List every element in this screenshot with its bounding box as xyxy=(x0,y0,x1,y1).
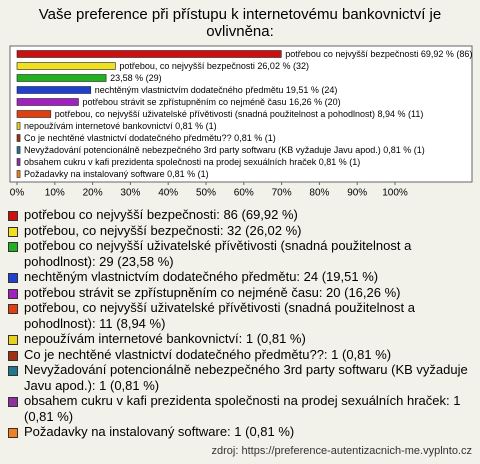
legend-item: potřebou, co nejvyšší uživatelské přívět… xyxy=(8,300,470,331)
x-tick-label: 100% xyxy=(382,188,408,199)
x-tick-label: 10% xyxy=(45,188,65,199)
value-label: nepoužívám internetové bankovnictví 0,81… xyxy=(24,121,217,131)
bar xyxy=(16,110,52,118)
legend-swatch xyxy=(8,428,18,438)
x-tick-label: 20% xyxy=(83,188,103,199)
legend-item: obsahem cukru v kafi prezidenta společno… xyxy=(8,393,470,424)
x-tick-label: 90% xyxy=(347,188,367,199)
bar xyxy=(16,134,21,142)
legend-item: Nevyžadování potencionálně nebezpečného … xyxy=(8,362,470,393)
legend-item: potřebou co nejvyšší bezpečnosti: 86 (69… xyxy=(8,207,470,223)
legend-swatch xyxy=(8,242,18,252)
bar xyxy=(16,74,107,82)
value-label: potřebou strávit se zpřístupněním co nej… xyxy=(82,97,340,107)
bar xyxy=(16,146,21,154)
bar xyxy=(16,170,21,178)
value-label: potřebou, co nejvyšší uživatelské přívět… xyxy=(55,109,424,119)
x-tick-label: 40% xyxy=(158,188,178,199)
legend-swatch xyxy=(8,366,18,376)
legend-label: Požadavky na instalovaný software: 1 (0,… xyxy=(24,424,295,439)
legend-label: potřebou co nejvyšší uživatelské přívěti… xyxy=(24,238,412,269)
legend-item: potřebou strávit se zpřístupněním co nej… xyxy=(8,285,470,301)
legend-swatch xyxy=(8,211,18,221)
legend: potřebou co nejvyšší bezpečnosti: 86 (69… xyxy=(8,207,470,440)
x-tick-label: 60% xyxy=(234,188,254,199)
value-label: Nevyžadování potencionálně nebezpečného … xyxy=(24,145,425,155)
value-label: Co je nechtěné vlastnictví dodatečného p… xyxy=(24,133,276,143)
legend-item: nepoužívám internetové bankovnictví: 1 (… xyxy=(8,331,470,347)
chart-title: Vaše preference při přístupu k interneto… xyxy=(38,6,442,40)
legend-swatch xyxy=(8,350,18,361)
legend-item: potřebou co nejvyšší uživatelské přívěti… xyxy=(8,238,470,269)
chart: 0% 10% 20% 30% 40% 50% 60% 70% 80% 90% 100% potřebo… xyxy=(9,45,473,199)
bar xyxy=(16,50,282,58)
legend-swatch xyxy=(8,397,18,407)
value-label: obsahem cukru v kafi prezidenta společno… xyxy=(24,157,360,167)
legend-item: nechtěným vlastnictvím dodatečného předm… xyxy=(8,269,470,285)
source: zdroj: https://preference-autentizacnich… xyxy=(211,445,472,457)
value-label: nechtěným vlastnictvím dodatečného předm… xyxy=(95,85,338,95)
value-label: Požadavky na instalovaný software 0,81 %… xyxy=(24,169,209,179)
legend-label: Nevyžadování potencionálně nebezpečného … xyxy=(24,362,468,393)
legend-label: potřebou, co nejvyšší uživatelské přívět… xyxy=(24,300,415,331)
legend-item: Co je nechtěné vlastnictví dodatečného p… xyxy=(8,347,470,363)
legend-label: nechtěným vlastnictvím dodatečného předm… xyxy=(24,269,379,284)
bar xyxy=(16,86,92,94)
bar xyxy=(16,158,21,166)
x-tick-label: 0% xyxy=(10,188,25,199)
legend-swatch xyxy=(8,288,18,299)
legend-label: potřebou, co nejvyšší bezpečnosti: 32 (2… xyxy=(24,222,302,238)
legend-label: potřebou co nejvyšší bezpečnosti: 86 (69… xyxy=(24,207,298,222)
value-label: potřebou co nejvyšší bezpečnosti 69,92 %… xyxy=(285,49,472,59)
legend-label: obsahem cukru v kafi prezidenta společno… xyxy=(24,393,461,424)
bar xyxy=(16,122,21,130)
legend-label: Co je nechtěné vlastnictví dodatečného p… xyxy=(24,346,392,362)
x-tick-label: 30% xyxy=(120,188,140,199)
legend-swatch xyxy=(8,304,18,314)
legend-swatch xyxy=(8,226,18,237)
x-tick-label: 80% xyxy=(309,188,329,199)
bar xyxy=(16,98,79,106)
x-tick-label: 50% xyxy=(196,188,216,199)
legend-label: potřebou strávit se zpřístupněním co nej… xyxy=(24,284,401,300)
legend-swatch xyxy=(8,335,18,345)
legend-swatch xyxy=(8,273,18,283)
bar xyxy=(16,62,116,70)
legend-item: Požadavky na instalovaný software: 1 (0,… xyxy=(8,424,470,440)
value-label: potřebou, co nejvyšší bezpečnosti 26,02 … xyxy=(119,61,309,71)
value-label: 23,58 % (29) xyxy=(110,73,162,83)
x-tick-label: 70% xyxy=(272,188,292,199)
legend-item: potřebou, co nejvyšší bezpečnosti: 32 (2… xyxy=(8,223,470,239)
legend-label: nepoužívám internetové bankovnictví: 1 (… xyxy=(24,331,306,346)
